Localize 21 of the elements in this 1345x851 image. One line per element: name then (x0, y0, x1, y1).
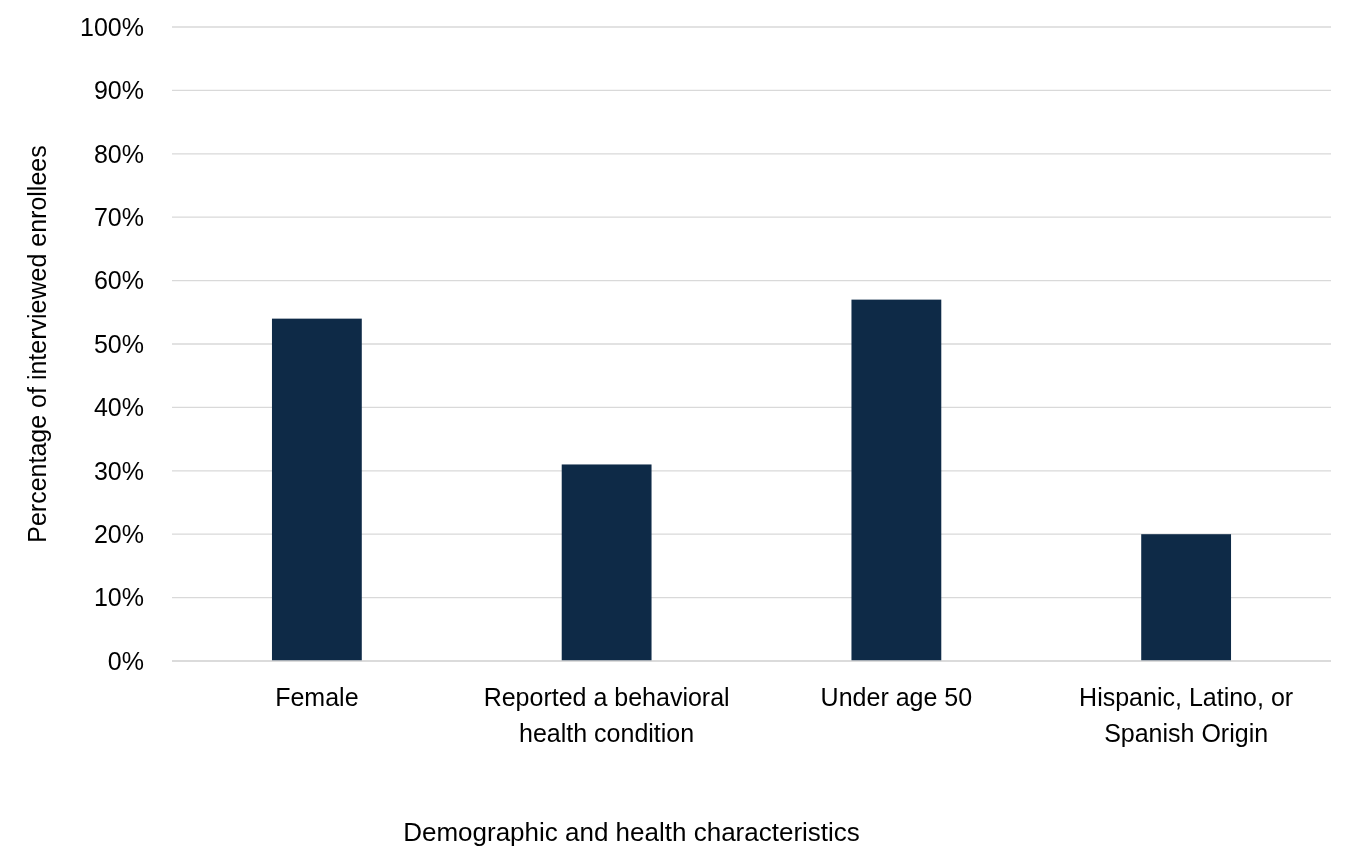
y-tick-label: 40% (93, 393, 144, 422)
x-tick-label: Under age 50 (820, 682, 973, 711)
y-tick-label: 20% (93, 519, 144, 548)
y-tick-label: 10% (93, 583, 144, 612)
y-tick-label: 50% (93, 329, 144, 358)
y-tick-label: 100% (80, 12, 144, 41)
bar (271, 318, 362, 661)
y-tick-label: 90% (93, 76, 144, 105)
x-tick-label: Female (275, 682, 359, 711)
y-tick-label: 80% (93, 139, 144, 168)
bar (1141, 534, 1232, 661)
bar (851, 299, 942, 661)
y-tick-label: 30% (93, 456, 144, 485)
bar (561, 464, 652, 661)
y-tick-label: 70% (93, 202, 144, 231)
y-axis-title: Percentage of interviewed enrollees (23, 145, 51, 543)
y-tick-label: 60% (93, 266, 144, 295)
x-tick-label: Hispanic, Latino, or Spanish Origin (1079, 682, 1294, 747)
x-tick-label: Reported a behavioral health condition (483, 682, 730, 747)
y-tick-label: 0% (107, 646, 144, 675)
x-axis-title: Demographic and health characteristics (403, 817, 860, 847)
